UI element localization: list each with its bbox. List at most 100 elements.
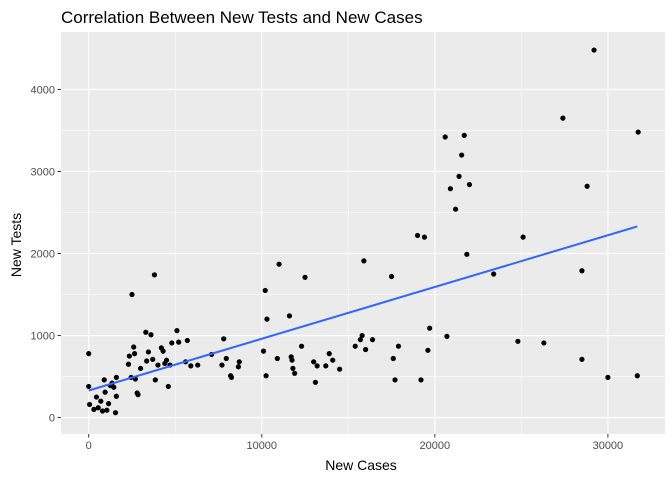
data-point [143,329,149,335]
y-tick-label: 2000 [31,249,55,261]
data-point [388,273,395,280]
data-point [447,186,453,192]
data-point [541,340,547,346]
data-point [228,374,235,380]
data-point [263,373,269,379]
data-point [369,337,376,343]
data-point [150,356,156,362]
data-point [93,394,100,400]
data-point [131,351,138,357]
data-point [99,408,106,414]
data-point [466,181,473,188]
data-point [184,337,190,344]
data-point [95,405,101,411]
data-point [138,365,144,371]
data-point [91,406,97,412]
data-point [330,357,336,363]
data-point [165,383,171,390]
data-point [223,355,229,362]
data-point [221,336,227,342]
data-point [131,344,137,350]
data-point [155,362,161,368]
data-point [145,349,151,355]
data-point [264,316,270,322]
data-point [262,287,268,294]
data-point [520,234,526,240]
data-point [491,271,497,277]
data-point [591,47,597,53]
data-point [427,325,433,331]
data-point [86,351,92,357]
data-point [579,356,585,362]
data-point [459,152,465,158]
y-tick-label: 4000 [31,84,55,96]
data-point [392,377,398,383]
data-point [390,355,396,362]
data-point [302,274,308,280]
data-point [634,373,640,379]
data-point [312,379,319,385]
data-point [421,234,428,240]
data-point [359,332,365,339]
data-point [86,401,93,408]
data-point [102,389,108,395]
data-point [395,343,402,349]
x-axis-title: New Cases [325,457,397,473]
data-point [163,357,170,363]
data-point [86,383,92,390]
data-point [195,362,201,368]
data-point [442,134,448,140]
data-point [144,358,150,364]
data-point [98,398,104,404]
data-point [444,333,450,339]
data-point [169,340,175,346]
plot-panel [61,32,665,434]
data-point [174,328,180,334]
data-point [418,377,424,383]
data-point [452,206,459,212]
data-point [352,343,358,349]
data-point [292,370,298,376]
data-point [314,363,320,369]
chart-title: Correlation Between New Tests and New Ca… [61,8,423,27]
x-tick-label: 20000 [420,440,451,452]
data-point [101,377,107,383]
data-point [289,357,295,363]
data-point [464,251,470,257]
data-point [188,363,194,369]
data-point [337,366,343,372]
data-point [125,361,132,367]
data-point [113,374,119,380]
data-point [104,407,110,413]
data-point [579,268,585,274]
data-point [290,365,296,371]
data-point [135,392,141,398]
data-point [236,359,242,365]
data-point [361,258,367,264]
data-point [260,348,267,354]
data-point [323,363,329,369]
data-point [160,348,166,354]
data-point [112,410,119,416]
trend-line-group [88,225,638,392]
data-point [286,313,293,319]
x-axis: 0 10000 20000 30000 [86,434,624,452]
data-point [276,261,282,267]
data-point [152,377,158,383]
data-point [274,355,280,362]
minor-gridlines [61,32,665,434]
data-point [105,401,112,407]
y-axis-title: New Tests [8,213,24,277]
data-point [151,272,158,278]
data-point [326,351,332,357]
data-point [113,393,119,399]
trend-line [88,225,638,392]
data-point [584,183,590,189]
data-point [425,347,431,353]
x-tick-label: 0 [86,440,92,452]
data-point [461,132,467,138]
data-point [148,332,154,338]
data-points [86,47,641,416]
x-tick-label: 30000 [593,440,624,452]
